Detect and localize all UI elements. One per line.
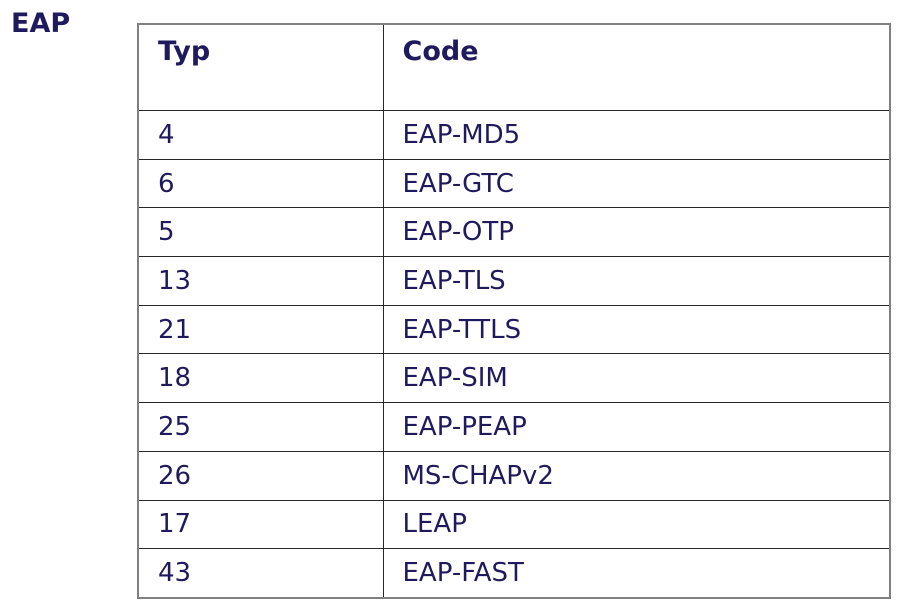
table-row: 43 EAP-FAST [137,548,891,599]
code-cell: MS-CHAPv2 [382,450,891,501]
section-label: EAP [11,8,71,39]
table-row: 25 EAP-PEAP [137,402,891,452]
eap-type-table: Typ Code 4 EAP-MD5 6 EAP-GTC 5 EAP-OTP 1… [137,23,891,599]
table-header-row: Typ Code [137,23,891,111]
table-body: 4 EAP-MD5 6 EAP-GTC 5 EAP-OTP 13 EAP-TLS… [137,110,891,599]
table-row: 21 EAP-TTLS [137,304,891,355]
code-cell: EAP-TTLS [382,304,891,355]
typ-cell: 25 [137,402,384,452]
typ-cell: 4 [137,110,384,160]
table-row: 6 EAP-GTC [137,158,891,209]
code-cell: EAP-TLS [382,256,891,306]
typ-cell: 17 [137,499,384,550]
table-row: 17 LEAP [137,499,891,550]
table-row: 26 MS-CHAPv2 [137,450,891,501]
column-header-code: Code [382,23,891,111]
table-row: 18 EAP-SIM [137,353,891,404]
code-cell: EAP-FAST [382,548,891,599]
code-cell: EAP-GTC [382,158,891,209]
typ-cell: 21 [137,304,384,355]
typ-cell: 18 [137,353,384,404]
typ-cell: 13 [137,256,384,306]
column-header-typ: Typ [137,23,384,111]
typ-cell: 6 [137,158,384,209]
code-cell: EAP-SIM [382,353,891,404]
table-row: 4 EAP-MD5 [137,110,891,160]
code-cell: EAP-MD5 [382,110,891,160]
typ-cell: 26 [137,450,384,501]
typ-cell: 43 [137,548,384,599]
code-cell: LEAP [382,499,891,550]
table-row: 5 EAP-OTP [137,207,891,258]
typ-cell: 5 [137,207,384,258]
code-cell: EAP-PEAP [382,402,891,452]
code-cell: EAP-OTP [382,207,891,258]
table-row: 13 EAP-TLS [137,256,891,306]
